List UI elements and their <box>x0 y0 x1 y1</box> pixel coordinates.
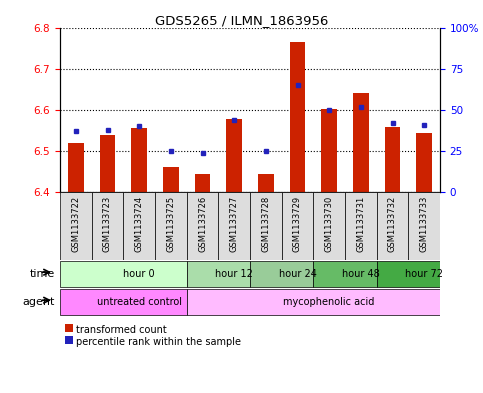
Bar <box>155 192 186 260</box>
Bar <box>416 132 432 192</box>
Bar <box>353 93 369 192</box>
Bar <box>131 129 147 192</box>
Text: transformed count: transformed count <box>76 325 167 335</box>
Bar <box>282 192 313 260</box>
Bar <box>65 324 73 332</box>
Bar <box>163 167 179 192</box>
Bar <box>313 261 377 286</box>
Text: hour 0: hour 0 <box>123 269 155 279</box>
Text: time: time <box>30 269 55 279</box>
Bar <box>195 174 211 192</box>
Bar <box>408 192 440 260</box>
Text: hour 48: hour 48 <box>342 269 380 279</box>
Bar <box>226 119 242 192</box>
Bar <box>92 192 123 260</box>
Bar <box>290 42 305 192</box>
Bar <box>60 261 186 286</box>
Text: GSM1133723: GSM1133723 <box>103 195 112 252</box>
Text: hour 12: hour 12 <box>215 269 253 279</box>
Text: untreated control: untreated control <box>97 297 182 307</box>
Text: GSM1133731: GSM1133731 <box>356 195 365 252</box>
Text: GSM1133724: GSM1133724 <box>135 195 143 252</box>
Text: GDS5265 / ILMN_1863956: GDS5265 / ILMN_1863956 <box>155 14 328 27</box>
Text: percentile rank within the sample: percentile rank within the sample <box>76 337 241 347</box>
Text: GSM1133730: GSM1133730 <box>325 195 334 252</box>
Bar <box>186 289 440 315</box>
Text: GSM1133729: GSM1133729 <box>293 195 302 252</box>
Bar <box>377 261 440 286</box>
Text: GSM1133728: GSM1133728 <box>261 195 270 252</box>
Bar <box>384 127 400 192</box>
Text: GSM1133733: GSM1133733 <box>420 195 429 252</box>
Text: GSM1133727: GSM1133727 <box>230 195 239 252</box>
Text: mycophenolic acid: mycophenolic acid <box>284 297 375 307</box>
Bar <box>99 134 115 192</box>
Bar <box>60 192 92 260</box>
Bar <box>68 143 84 192</box>
Bar <box>250 261 313 286</box>
Text: GSM1133732: GSM1133732 <box>388 195 397 252</box>
Text: hour 24: hour 24 <box>279 269 316 279</box>
Bar <box>377 192 408 260</box>
Text: hour 72: hour 72 <box>405 269 443 279</box>
Text: agent: agent <box>23 297 55 307</box>
Bar <box>250 192 282 260</box>
Bar <box>186 192 218 260</box>
Text: GSM1133726: GSM1133726 <box>198 195 207 252</box>
Text: GSM1133725: GSM1133725 <box>166 195 175 252</box>
Text: GSM1133722: GSM1133722 <box>71 195 80 252</box>
Bar <box>65 336 73 344</box>
Bar <box>186 261 250 286</box>
Bar <box>345 192 377 260</box>
Bar <box>258 174 274 192</box>
Bar <box>123 192 155 260</box>
Bar <box>321 109 337 192</box>
Bar <box>313 192 345 260</box>
Bar <box>218 192 250 260</box>
Bar <box>60 289 186 315</box>
